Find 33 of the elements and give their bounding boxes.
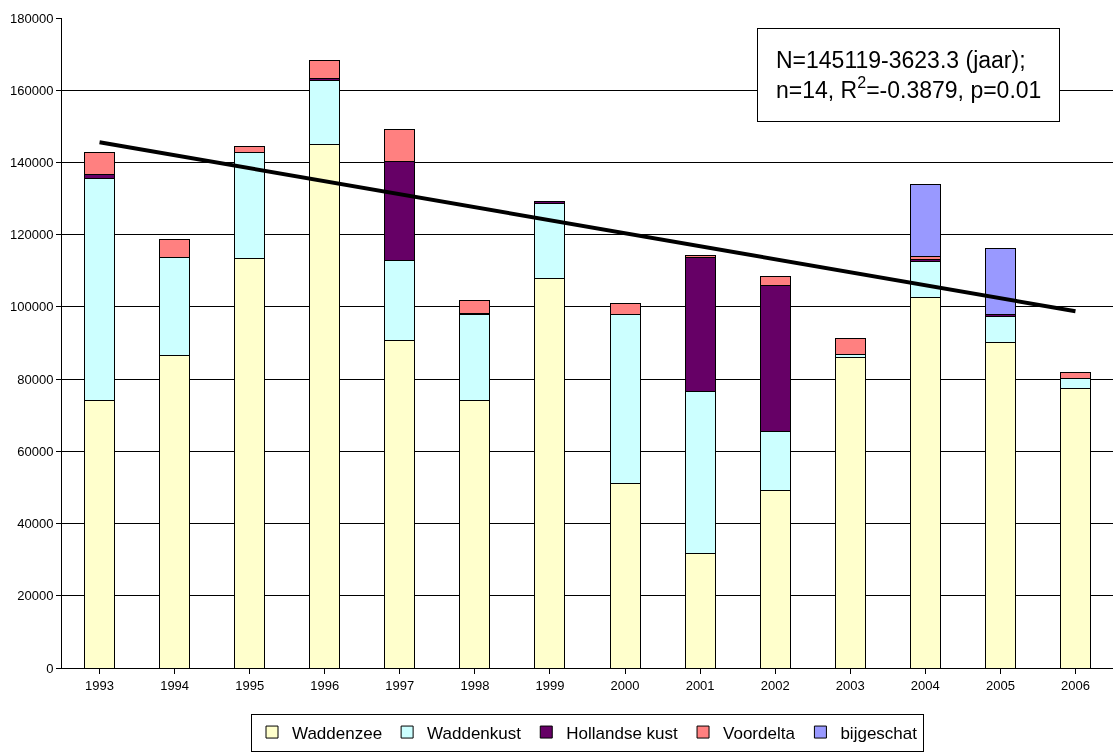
x-tick-label: 2005 — [985, 677, 1015, 693]
x-tick-label: 1998 — [460, 677, 490, 693]
y-tick-label: 120000 — [10, 227, 54, 243]
bar — [834, 337, 866, 355]
x-tick-label: 1995 — [235, 677, 265, 693]
x-tick-label: 2006 — [1061, 677, 1090, 693]
x-tick-label: 2001 — [685, 677, 715, 693]
x-tick-label: 1999 — [535, 677, 565, 693]
y-tick-label: 180000 — [10, 10, 54, 26]
annotation: n=14, R$^{2}$=-0.3879, p=0.01 — [776, 73, 1042, 103]
legend-label: Hollandse kust — [566, 723, 679, 743]
y-tick-label: 40000 — [17, 516, 54, 532]
x-tick-label: 1997 — [385, 677, 415, 693]
y-tick-label: 60000 — [17, 443, 54, 459]
legend-label: bijgeschat — [840, 723, 918, 743]
y-tick-label: 0 — [46, 660, 54, 676]
x-tick-label: 2002 — [760, 677, 790, 693]
y-tick-label: 80000 — [17, 371, 54, 387]
legend-label: Waddenzee — [292, 723, 383, 743]
legend-label: Voordelta — [723, 723, 796, 743]
y-tick-label: 100000 — [10, 299, 54, 315]
x-tick-label: 1993 — [85, 677, 114, 693]
y-tick-label: 140000 — [10, 154, 54, 170]
annotation: N=145119-3623.3 (jaar); — [776, 47, 1026, 73]
y-tick-label: 160000 — [10, 82, 54, 98]
x-tick-label: 2003 — [835, 677, 865, 693]
x-tick-label: 1996 — [310, 677, 340, 693]
x-tick-label: 2004 — [910, 677, 940, 693]
x-tick-label: 1994 — [160, 677, 190, 693]
x-tick-label: 2000 — [610, 677, 640, 693]
y-tick-label: 20000 — [17, 588, 54, 604]
legend-label: Waddenkust — [427, 723, 522, 743]
bar — [309, 60, 341, 80]
